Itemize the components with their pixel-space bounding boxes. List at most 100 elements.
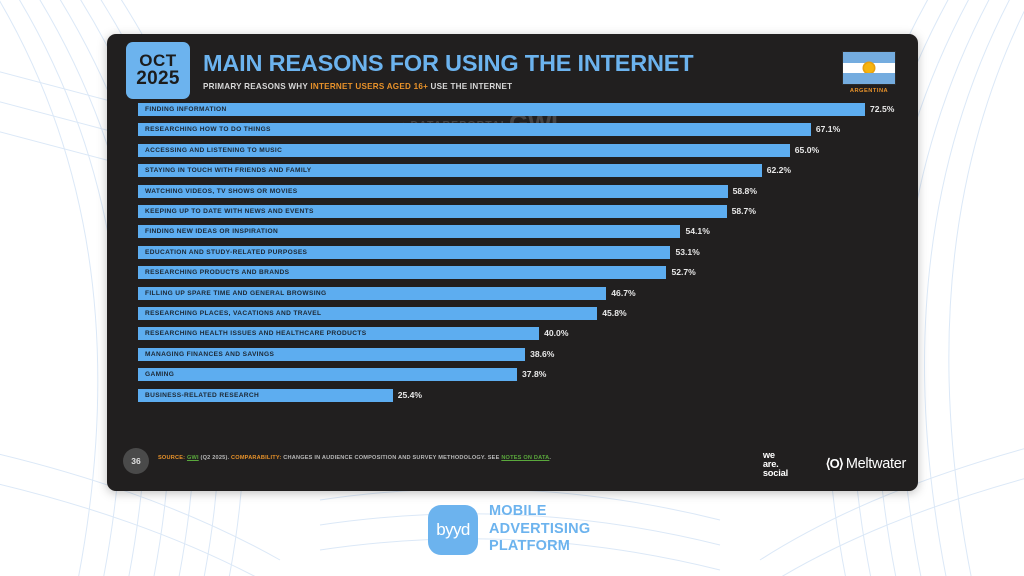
bar-value-label: 67.1% — [815, 124, 841, 135]
bar — [138, 368, 518, 382]
bar-value-label: 46.7% — [611, 287, 636, 298]
bar-row: FINDING NEW IDEAS OR INSPIRATION 54.1% — [138, 225, 898, 239]
bar-row: RESEARCHING PLACES, VACATIONS AND TRAVEL… — [138, 307, 898, 320]
bar-row: WATCHING VIDEOS, TV SHOWS OR MOVIES 58.8% — [138, 184, 898, 198]
slide-header: OCT 2025 MAIN REASONS FOR USING THE INTE… — [107, 34, 918, 102]
bar — [138, 225, 681, 239]
bar — [138, 307, 598, 320]
bar — [138, 388, 393, 402]
bar-category-label: MANAGING FINANCES AND SAVINGS — [145, 350, 275, 358]
bar-value-label: 45.8% — [602, 308, 627, 318]
meltwater-logo: ⟨O⟩ Meltwater — [825, 456, 907, 472]
bar-category-label: RESEARCHING HEALTH ISSUES AND HEALTHCARE… — [145, 330, 367, 338]
flag-stripe-bottom — [843, 73, 895, 84]
bar-row: FINDING INFORMATION 72.5% — [138, 103, 898, 116]
bar-category-label: FILLING UP SPARE TIME AND GENERAL BROWSI… — [145, 289, 327, 297]
bar-row: BUSINESS-RELATED RESEARCH 25.4% — [138, 388, 898, 402]
bar — [138, 123, 811, 137]
notes-end: . — [549, 455, 552, 461]
bar-row: RESEARCHING HEALTH ISSUES AND HEALTHCARE… — [138, 327, 898, 341]
notes-on-data-link[interactable]: NOTES ON DATA — [501, 455, 550, 461]
comparability-key: COMPARABILITY: — [231, 455, 282, 461]
flag-stripe-top — [843, 52, 895, 63]
bar-category-label: EDUCATION AND STUDY-RELATED PURPOSES — [145, 248, 308, 256]
bar-row: MANAGING FINANCES AND SAVINGS 38.6% — [138, 347, 898, 361]
bar — [138, 245, 671, 259]
bar — [138, 347, 526, 361]
bar-value-label: 58.8% — [732, 185, 757, 196]
bar — [138, 266, 667, 280]
slide-footer: 36 SOURCE: GWI (Q2 2025). COMPARABILITY:… — [107, 442, 918, 491]
date-badge-month: OCT — [139, 51, 177, 71]
meltwater-mark-icon: ⟨O⟩ — [825, 456, 844, 471]
we-are-social-line2: are. — [762, 459, 779, 470]
comparability-text: CHANGES IN AUDIENCE COMPOSITION AND SURV… — [281, 455, 502, 461]
bar-chart: ◕ DATAREPORTAL GWI. FINDING INFORMATION7… — [107, 102, 918, 442]
we-are-social-logo: we are. social — [762, 450, 788, 479]
bar — [138, 205, 727, 218]
bar-value-label: 25.4% — [397, 389, 423, 400]
byyd-tagline: MOBILE ADVERTISING PLATFORM — [489, 503, 590, 556]
flag-sun-icon — [864, 63, 874, 73]
bar-value-label: 52.7% — [671, 267, 696, 278]
we-are-social-line3: social — [762, 468, 788, 479]
bar-row: GAMING 37.8% — [138, 368, 898, 382]
bar-row: RESEARCHING HOW TO DO THINGS 67.1% — [138, 123, 898, 137]
bar — [138, 103, 865, 116]
bar-row: ACCESSING AND LISTENING TO MUSIC 65.0% — [138, 143, 898, 157]
subtitle-pre: PRIMARY REASONS WHY — [203, 82, 311, 91]
slide-card: OCT 2025 MAIN REASONS FOR USING THE INTE… — [107, 34, 918, 491]
source-link[interactable]: GWI — [186, 455, 199, 461]
bar-category-label: GAMING — [145, 371, 175, 379]
subtitle-post: USE THE INTERNET — [428, 82, 513, 91]
bar-value-label: 40.0% — [544, 328, 569, 339]
page-number-badge: 36 — [123, 448, 149, 474]
bar-category-label: ACCESSING AND LISTENING TO MUSIC — [145, 146, 283, 154]
bar — [138, 286, 607, 300]
date-badge: OCT 2025 — [126, 42, 190, 99]
bar-row: STAYING IN TOUCH WITH FRIENDS AND FAMILY… — [138, 164, 898, 178]
byyd-tagline-line1: MOBILE — [489, 503, 547, 519]
source-note: SOURCE: GWI (Q2 2025). COMPARABILITY: CH… — [158, 455, 551, 461]
bar-value-label: 65.0% — [794, 144, 820, 155]
bar-category-label: RESEARCHING PLACES, VACATIONS AND TRAVEL — [145, 310, 322, 317]
title-block: MAIN REASONS FOR USING THE INTERNET PRIM… — [203, 50, 694, 91]
country-block: ARGENTINA — [838, 51, 900, 94]
source-detail: (Q2 2025). — [198, 455, 230, 461]
we-are-social-line1: we — [762, 450, 775, 460]
bar — [138, 184, 728, 198]
bar-category-label: FINDING NEW IDEAS OR INSPIRATION — [145, 228, 279, 236]
bar-category-label: RESEARCHING PRODUCTS AND BRANDS — [145, 269, 290, 277]
bar-value-label: 38.6% — [530, 348, 555, 359]
byyd-tagline-line3: PLATFORM — [489, 538, 571, 555]
bar-row: KEEPING UP TO DATE WITH NEWS AND EVENTS 5… — [138, 205, 898, 218]
bar — [138, 143, 790, 157]
bar-row: RESEARCHING PRODUCTS AND BRANDS 52.7% — [138, 266, 898, 280]
source-key: SOURCE: — [158, 455, 186, 461]
page-title: MAIN REASONS FOR USING THE INTERNET — [203, 50, 694, 76]
bar-row: FILLING UP SPARE TIME AND GENERAL BROWSI… — [138, 286, 898, 300]
bar-value-label: 37.8% — [522, 369, 547, 380]
bar-value-label: 62.2% — [766, 165, 792, 176]
bar-value-label: 54.1% — [685, 226, 710, 237]
bar-value-label: 72.5% — [870, 104, 895, 114]
byyd-logo: byyd MOBILE ADVERTISING PLATFORM — [428, 503, 590, 556]
subtitle-highlight: INTERNET USERS AGED 16+ — [310, 82, 429, 91]
byyd-mark-icon: byyd — [428, 504, 478, 555]
page-subtitle: PRIMARY REASONS WHY INTERNET USERS AGED … — [203, 82, 693, 91]
country-label: ARGENTINA — [849, 88, 889, 94]
byyd-tagline-line2: ADVERTISING — [489, 520, 591, 537]
bar-category-label: WATCHING VIDEOS, TV SHOWS OR MOVIES — [145, 187, 298, 195]
argentina-flag-icon — [842, 51, 896, 85]
bar-category-label: KEEPING UP TO DATE WITH NEWS AND EVENTS — [145, 208, 314, 215]
bar-category-label: FINDING INFORMATION — [145, 106, 227, 113]
meltwater-wordmark: Meltwater — [845, 456, 906, 472]
bar-value-label: 58.7% — [731, 206, 756, 216]
bar-category-label: RESEARCHING HOW TO DO THINGS — [145, 126, 271, 134]
bar — [138, 164, 762, 178]
bar — [138, 327, 540, 341]
bar-category-label: STAYING IN TOUCH WITH FRIENDS AND FAMILY — [145, 167, 312, 175]
date-badge-year: 2025 — [136, 68, 180, 90]
bar-value-label: 53.1% — [675, 246, 700, 257]
